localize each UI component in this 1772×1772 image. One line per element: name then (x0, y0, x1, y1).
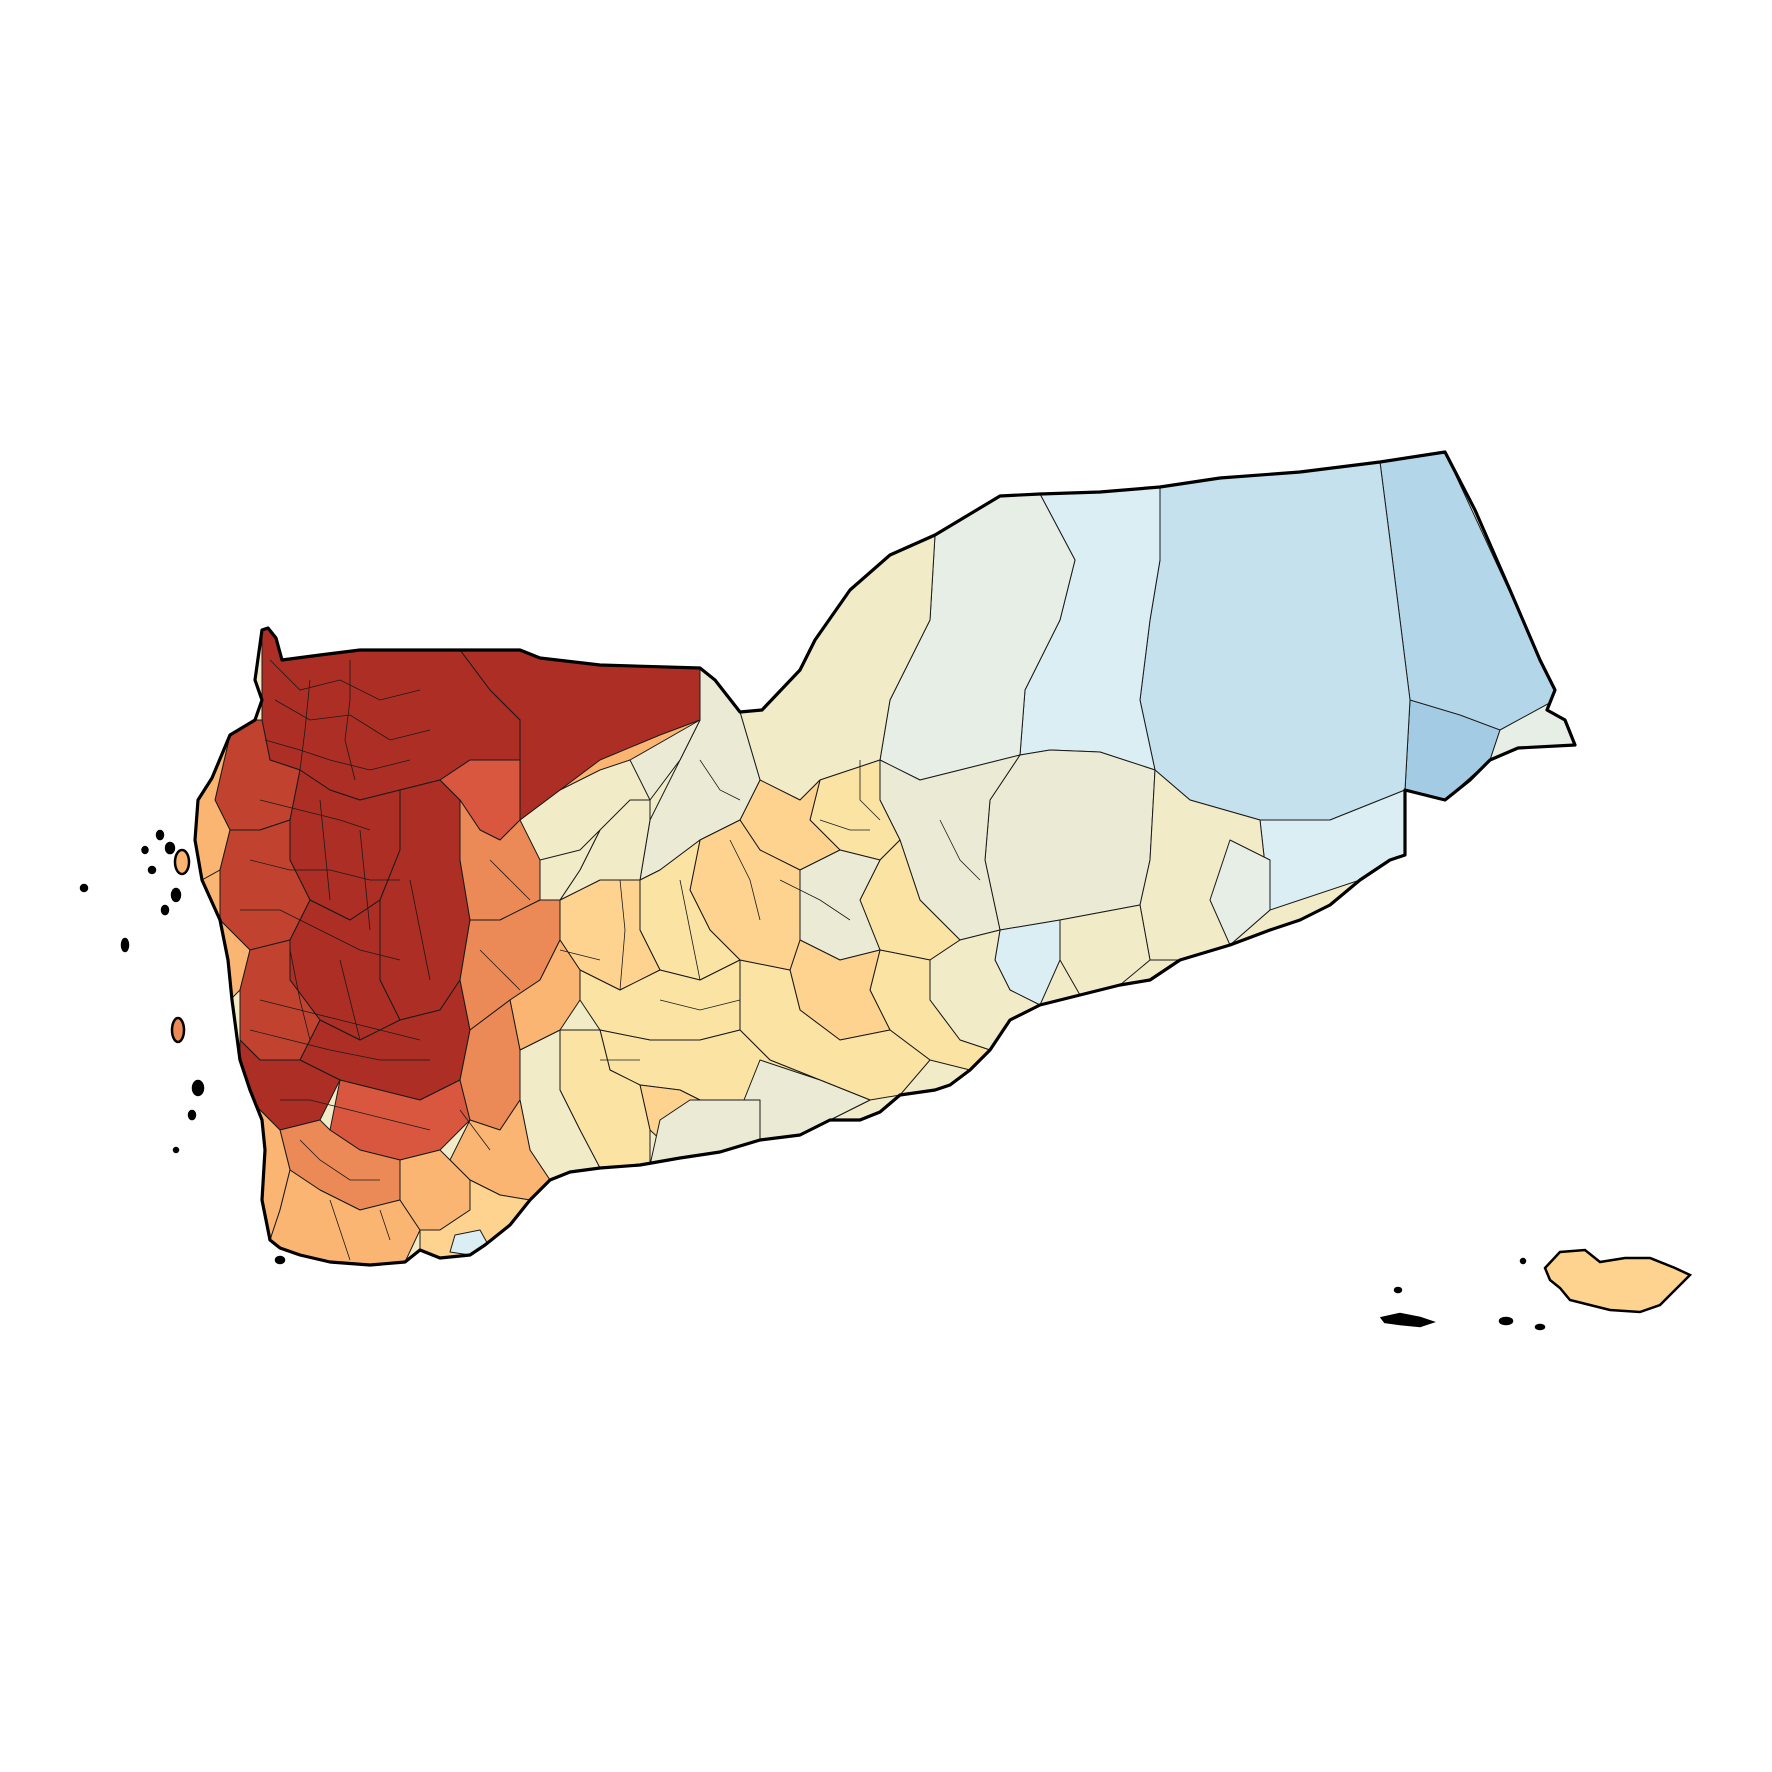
island-small-1 (164, 841, 176, 855)
island-zuqar (170, 1016, 186, 1044)
socotra-archipelago (1379, 1248, 1693, 1331)
island-small-9 (191, 1079, 205, 1097)
region-mahrah-west (1139, 461, 1411, 821)
regions-layer (195, 452, 1575, 1265)
island-small-5 (160, 904, 170, 916)
island-kamaran (173, 848, 191, 876)
island-darsa (1534, 1323, 1546, 1331)
island-abd-al-kuri (1379, 1312, 1436, 1328)
island-small-11 (172, 1146, 180, 1154)
island-socotra (1543, 1248, 1693, 1314)
island-samhah (1498, 1316, 1514, 1326)
island-small-7 (79, 883, 89, 893)
island-small-3 (170, 887, 182, 903)
island-small-10 (187, 1109, 197, 1121)
island-small-8 (120, 937, 130, 953)
island-small-13 (1393, 1286, 1403, 1294)
island-small-2 (155, 829, 165, 841)
region-hadramawt-coast-e2 (1209, 839, 1271, 946)
island-small-14 (1519, 1257, 1527, 1265)
island-small-4 (147, 865, 157, 875)
region-hadramawt-central (984, 749, 1156, 931)
district-lines (240, 659, 981, 1261)
red-sea-islands (79, 829, 286, 1265)
island-small-12 (274, 1255, 286, 1265)
island-small-6 (141, 845, 149, 855)
